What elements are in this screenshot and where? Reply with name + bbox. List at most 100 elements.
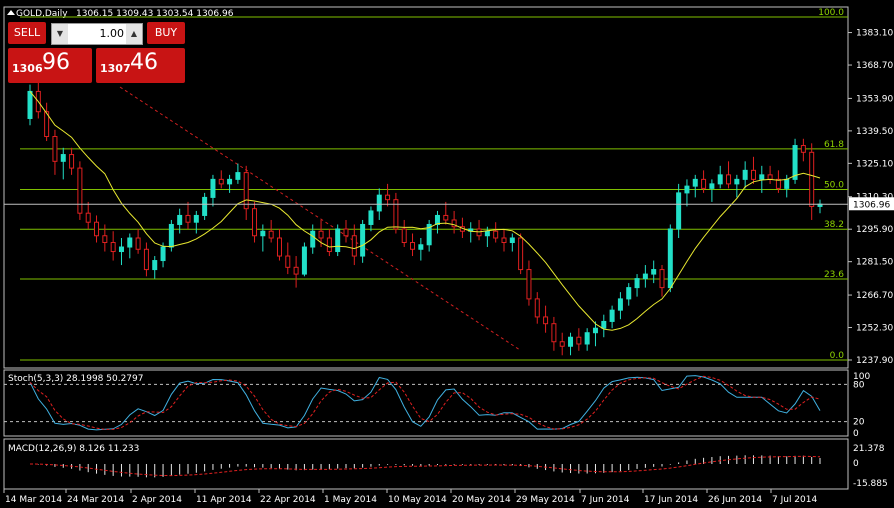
candle-body [726,174,732,185]
candle-body [701,178,707,189]
candle-body [543,316,549,325]
fib-level-label: 50.0 [824,181,844,191]
candle-body [410,242,416,250]
candle-body [94,221,100,237]
bid-price[interactable]: 1306 96 [8,48,92,83]
candle-body [27,90,33,119]
price-tick-label: 1353.90 [856,94,893,104]
x-tick-label: 26 Jun 2014 [708,495,762,505]
candle-body [626,287,632,300]
candle-body [443,214,449,221]
fib-level-label: 0.0 [830,351,845,361]
macd-label: MACD(12,26,9) 8.126 11.233 [8,444,139,454]
candle-body [559,341,565,347]
lot-size-field[interactable]: ▼ ▲ [51,23,143,45]
x-tick-label: 2 Apr 2014 [132,495,182,505]
price-tick-label: 1281.50 [856,258,893,268]
candle-body [318,230,324,239]
candle-body [800,145,806,153]
stoch-main-line [29,375,821,431]
x-tick-label: 20 May 2014 [452,495,511,505]
x-tick-label: 11 Apr 2014 [196,495,252,505]
candle-body [110,242,116,253]
candle-body [451,219,457,228]
candle-body [551,323,557,343]
collapse-icon [7,10,15,15]
stoch-tick-label: 100 [853,372,870,382]
ask-price-big: 46 [130,50,158,75]
candle-body [218,178,224,185]
candle-body [426,223,432,246]
fib-level-label: 23.6 [824,270,844,280]
candle-body [401,228,407,244]
price-tick-label: 1237.90 [856,356,893,366]
fib-level-label: 38.2 [824,220,844,230]
candle-body [168,223,174,248]
candle-body [651,269,657,275]
candle-body [118,246,124,253]
bid-price-small: 1306 [12,62,43,75]
moving-average-line [29,91,821,331]
candle-body [260,230,266,237]
candle-body [750,169,756,180]
sell-button[interactable]: SELL [8,22,46,44]
decrease-lot-icon[interactable]: ▼ [52,24,68,44]
candle-body [368,210,374,225]
candle-body [393,199,399,230]
candle-body [534,298,540,318]
candle-body [501,237,507,244]
current-price-box [849,197,894,211]
candle-body [268,230,274,239]
candle-body [285,255,291,268]
x-tick-label: 29 May 2014 [516,495,575,505]
chart-ohlc: 1306.15 1309.43 1303.54 1306.96 [76,9,234,19]
candle-body [227,178,233,185]
x-tick-label: 10 May 2014 [388,495,447,505]
candle-body [784,178,790,189]
candle-body [310,230,316,248]
candle-body [376,194,382,212]
price-tick-label: 1295.90 [856,225,893,235]
stoch-panel-frame [3,369,849,437]
lot-size-input[interactable] [72,27,124,40]
candle-body [692,178,698,187]
candle-body [360,223,366,257]
trend-line [119,86,521,351]
candle-body [717,174,723,185]
candle-body [742,169,748,180]
price-tick-label: 1383.10 [856,29,893,39]
candle-body [509,237,515,244]
candle-body [185,214,191,223]
candle-body [293,266,299,275]
price-tick-label: 1368.70 [856,61,893,71]
candle-body [351,235,357,257]
candle-body [775,178,781,189]
candle-body [243,172,249,210]
increase-lot-icon[interactable]: ▲ [126,24,142,44]
candle-body [493,230,499,239]
one-click-trading-panel: SELL ▼ ▲ BUY 1306 96 1307 46 [8,22,185,83]
candle-body [684,185,690,194]
stoch-signal-line [29,375,821,430]
ask-price[interactable]: 1307 46 [96,48,185,83]
buy-button[interactable]: BUY [147,22,185,44]
bid-price-big: 96 [42,50,70,75]
candle-body [193,214,199,223]
candle-body [69,154,75,169]
candle-body [642,273,648,280]
candle-body [809,151,815,207]
candle-body [127,237,133,248]
candle-body [210,178,216,198]
candle-body [301,246,307,275]
candle-body [634,278,640,289]
stoch-tick-label: 0 [853,429,859,439]
x-tick-label: 1 May 2014 [324,495,377,505]
candle-body [601,320,607,329]
candle-body [434,214,440,225]
candle-body [252,208,258,237]
candle-body [609,309,615,322]
candle-body [484,230,490,237]
candle-body [160,246,166,262]
candle-body [343,228,349,237]
